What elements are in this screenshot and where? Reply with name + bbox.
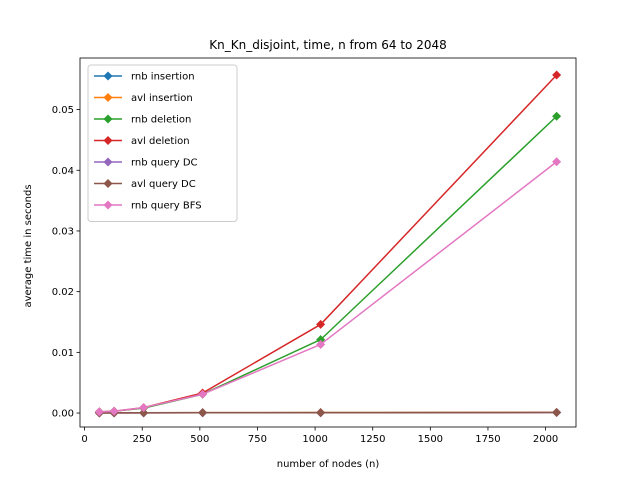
legend-swatch-marker-1 [103, 93, 113, 102]
data-point-5-2 [139, 408, 149, 418]
data-point-3-4 [316, 319, 326, 329]
legend-entry-4: rnb query DC [131, 158, 198, 169]
y-tick-label-0: 0.00 [52, 409, 74, 420]
x-tick-label-7: 1750 [475, 434, 500, 445]
legend-entry-3: avl deletion [131, 136, 190, 147]
axes: 0 250 500 750 1000 1250 1500 1750 2000 0.00 0.01 0.… [52, 57, 577, 445]
y-tick-label-2: 0.02 [52, 287, 74, 298]
legend: rnb insertion avl insertion rnb deletion av… [87, 64, 238, 222]
x-tick-label-2: 500 [190, 434, 209, 445]
x-tick-label-3: 750 [248, 434, 267, 445]
y-tick-label-3: 0.03 [52, 226, 74, 237]
data-point-3-5 [552, 70, 562, 80]
x-tick-label-8: 2000 [533, 434, 558, 445]
legend-entry-0: rnb insertion [131, 72, 195, 83]
data-point-5-5 [552, 408, 562, 418]
chart-title: Kn_Kn_disjoint, time, n from 64 to 2048 [209, 38, 447, 52]
y-axis-label: average time in seconds [23, 184, 34, 307]
plot-area [94, 70, 562, 418]
x-axis-label: number of nodes (n) [277, 459, 380, 470]
legend-swatch-marker-2 [103, 114, 113, 124]
data-point-6-1 [109, 406, 119, 416]
data-point-5-3 [198, 408, 208, 418]
data-point-6-0 [94, 407, 104, 417]
data-point-2-5 [552, 111, 562, 121]
data-point-6-3 [198, 389, 208, 399]
legend-swatch-marker-5 [103, 179, 113, 188]
legend-entry-1: avl insertion [131, 93, 193, 104]
data-point-6-5 [552, 157, 562, 167]
data-point-5-4 [316, 408, 326, 418]
legend-entry-2: rnb deletion [131, 115, 191, 126]
data-point-6-4 [316, 339, 326, 349]
x-tick-label-1: 250 [133, 434, 152, 445]
x-tick-label-0: 0 [81, 434, 87, 445]
x-tick-label-6: 1500 [418, 434, 443, 445]
legend-swatch-marker-4 [103, 157, 113, 167]
y-tick-label-1: 0.01 [52, 348, 74, 359]
data-point-6-2 [139, 403, 149, 413]
x-tick-label-4: 1000 [302, 434, 327, 445]
legend-entry-6: rnb query BFS [131, 201, 202, 212]
legend-swatch-marker-0 [103, 71, 113, 81]
legend-swatch-marker-3 [103, 136, 113, 145]
axes-frame [79, 57, 577, 428]
legend-swatch-marker-6 [103, 200, 113, 210]
legend-entry-5: avl query DC [131, 179, 196, 190]
x-tick-label-5: 1250 [360, 434, 385, 445]
y-tick-label-5: 0.05 [52, 105, 74, 116]
y-tick-label-4: 0.04 [52, 166, 74, 177]
legend-box [87, 64, 238, 222]
